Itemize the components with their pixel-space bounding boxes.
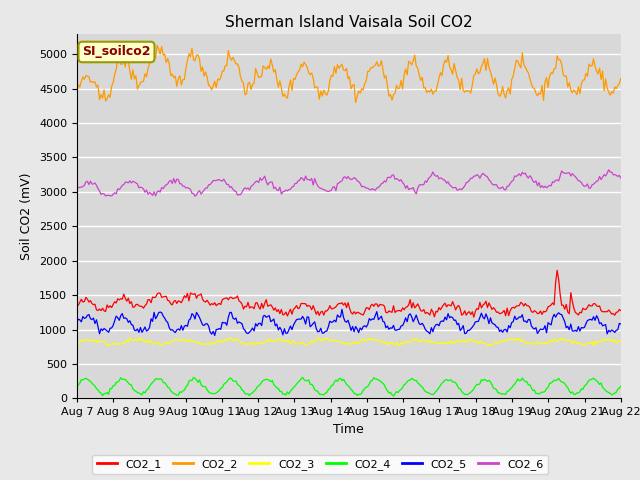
Legend: CO2_1, CO2_2, CO2_3, CO2_4, CO2_5, CO2_6: CO2_1, CO2_2, CO2_3, CO2_4, CO2_5, CO2_6 — [92, 455, 548, 474]
Text: SI_soilco2: SI_soilco2 — [82, 46, 151, 59]
Y-axis label: Soil CO2 (mV): Soil CO2 (mV) — [20, 172, 33, 260]
Title: Sherman Island Vaisala Soil CO2: Sherman Island Vaisala Soil CO2 — [225, 15, 472, 30]
X-axis label: Time: Time — [333, 423, 364, 436]
